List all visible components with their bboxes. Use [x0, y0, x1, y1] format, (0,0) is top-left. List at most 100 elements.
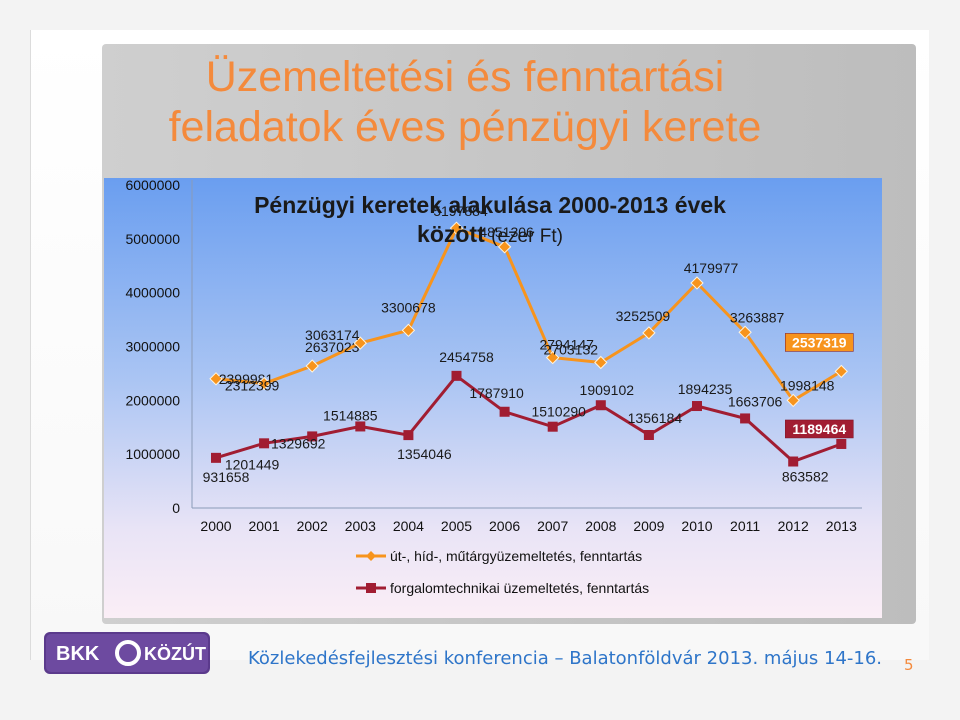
data-label: 2637023 — [305, 339, 360, 355]
series-2-point — [403, 430, 414, 441]
data-label: 1329692 — [271, 435, 326, 451]
data-label: 1514885 — [323, 407, 378, 423]
series-line-1 — [215, 226, 843, 403]
svg-text:BKK: BKK — [56, 643, 100, 665]
data-label: 1663706 — [728, 393, 783, 409]
series-1-point — [690, 276, 704, 290]
x-tick-label: 2009 — [633, 518, 664, 534]
chart-title-line2: között (ezer Ft) — [417, 221, 563, 247]
slide-title-line1: Üzemeltetési és fenntartási — [205, 53, 725, 101]
series-2-point — [643, 429, 654, 440]
data-label: 1201449 — [225, 456, 280, 472]
legend-marker — [366, 551, 376, 561]
series-1-point — [834, 364, 849, 379]
series-2-point — [788, 456, 799, 467]
data-label: 5197884 — [433, 203, 488, 219]
data-label: 931658 — [203, 469, 250, 485]
x-tick-label: 2003 — [345, 518, 376, 534]
data-label: 863582 — [782, 469, 829, 485]
data-label: 1189464 — [792, 421, 846, 437]
series-2-point — [259, 438, 270, 449]
bkk-kozut-logo: BKK KÖZÚT — [44, 632, 210, 674]
svg-text:KÖZÚT: KÖZÚT — [144, 643, 206, 664]
x-tick-label: 2007 — [537, 518, 568, 534]
series-1-point — [738, 325, 752, 340]
y-tick-label: 5000000 — [125, 231, 180, 247]
x-tick-label: 2010 — [681, 518, 712, 534]
x-tick-label: 2001 — [249, 518, 280, 534]
legend: út-, híd-, műtárgyüzemeltetés, fenntartá… — [356, 548, 649, 596]
data-label: 4851306 — [479, 224, 534, 240]
data-label: 2454758 — [439, 349, 494, 365]
chart-title-unit: (ezer Ft) — [491, 226, 563, 247]
chart-title-bold-line2: között — [417, 221, 491, 247]
data-label: 1894235 — [678, 381, 733, 397]
series-2-point — [355, 421, 366, 432]
slide-title-line2: feladatok éves pénzügyi kerete — [168, 103, 762, 151]
x-tick-label: 2002 — [297, 518, 328, 534]
series-1-point — [642, 326, 656, 340]
series-2-point — [595, 400, 606, 411]
series-2-point — [547, 421, 558, 432]
data-label-box — [785, 333, 854, 352]
data-label: 1909102 — [580, 382, 635, 398]
series-1-point — [594, 355, 608, 370]
y-tick-label: 2000000 — [125, 392, 180, 408]
data-label: 1510290 — [531, 404, 586, 420]
series-1-point — [497, 240, 512, 254]
slide-title: Üzemeltetési és fenntartási feladatok év… — [40, 52, 890, 152]
y-tick-label: 4000000 — [125, 285, 180, 301]
series-1-point — [257, 376, 271, 391]
x-tick-label: 2000 — [200, 518, 231, 534]
x-tick-label: 2006 — [489, 518, 520, 534]
y-tick-label: 6000000 — [125, 177, 180, 193]
legend-marker — [366, 583, 376, 593]
series-2-point — [740, 413, 751, 424]
series-2-point — [499, 406, 510, 417]
series-1-point — [209, 372, 223, 386]
data-label: 3300678 — [381, 299, 436, 315]
series-1-point — [786, 393, 800, 408]
series-2-point — [692, 401, 702, 412]
series-line-2 — [215, 373, 842, 464]
data-label: 1356184 — [628, 410, 683, 426]
data-label: 2794147 — [539, 337, 594, 353]
series-1-point — [449, 221, 464, 235]
data-label-box — [785, 419, 854, 439]
data-label: 2537319 — [792, 334, 847, 350]
legend-label: forgalomtechnikai üzemeltetés, fenntartá… — [390, 580, 649, 596]
chart-area-background — [104, 178, 882, 618]
data-label: 4179977 — [684, 260, 739, 276]
series-2-point — [451, 370, 462, 381]
series-1-point — [545, 350, 560, 365]
series-2-point — [836, 438, 847, 449]
page-number: 5 — [904, 656, 914, 674]
x-tick-label: 2008 — [585, 518, 616, 534]
series-1-point — [401, 323, 416, 338]
y-tick-label: 3000000 — [125, 339, 180, 355]
series-1-point — [305, 359, 319, 373]
data-label: 1787910 — [469, 385, 524, 401]
x-tick-label: 2011 — [730, 518, 760, 534]
data-label: 3063174 — [305, 327, 360, 343]
x-tick-label: 2005 — [441, 518, 472, 534]
x-tick-label: 2012 — [778, 518, 809, 534]
y-tick-label: 0 — [172, 500, 180, 516]
data-label: 2312399 — [225, 378, 280, 394]
y-tick-label: 1000000 — [125, 446, 180, 462]
data-label: 1354046 — [397, 446, 452, 462]
x-tick-label: 2013 — [826, 518, 857, 534]
chart-title-bold-line1: Pénzügyi keretek alakulása 2000-2013 éve… — [254, 192, 726, 218]
footer-conference-text: Közlekedésfejlesztési konferencia – Bala… — [248, 648, 883, 669]
series-2-point — [307, 431, 318, 442]
series-2-point — [211, 452, 221, 463]
data-label: 3263887 — [730, 309, 785, 325]
series-layer: 2399981231239926370233063174330067851978… — [203, 203, 854, 485]
series-1-point — [353, 336, 368, 350]
legend-label: út-, híd-, műtárgyüzemeltetés, fenntartá… — [390, 548, 642, 564]
data-label: 2703132 — [544, 341, 599, 357]
x-axis-ticks: 2000 2001 2002 2003 2004 2005 2006 2007 2008 2009… — [200, 518, 857, 534]
y-axis-ticks: 0 1000000 2000000 3000000 4000000 5000000 6000… — [125, 177, 180, 516]
data-label: 1998148 — [780, 377, 835, 393]
